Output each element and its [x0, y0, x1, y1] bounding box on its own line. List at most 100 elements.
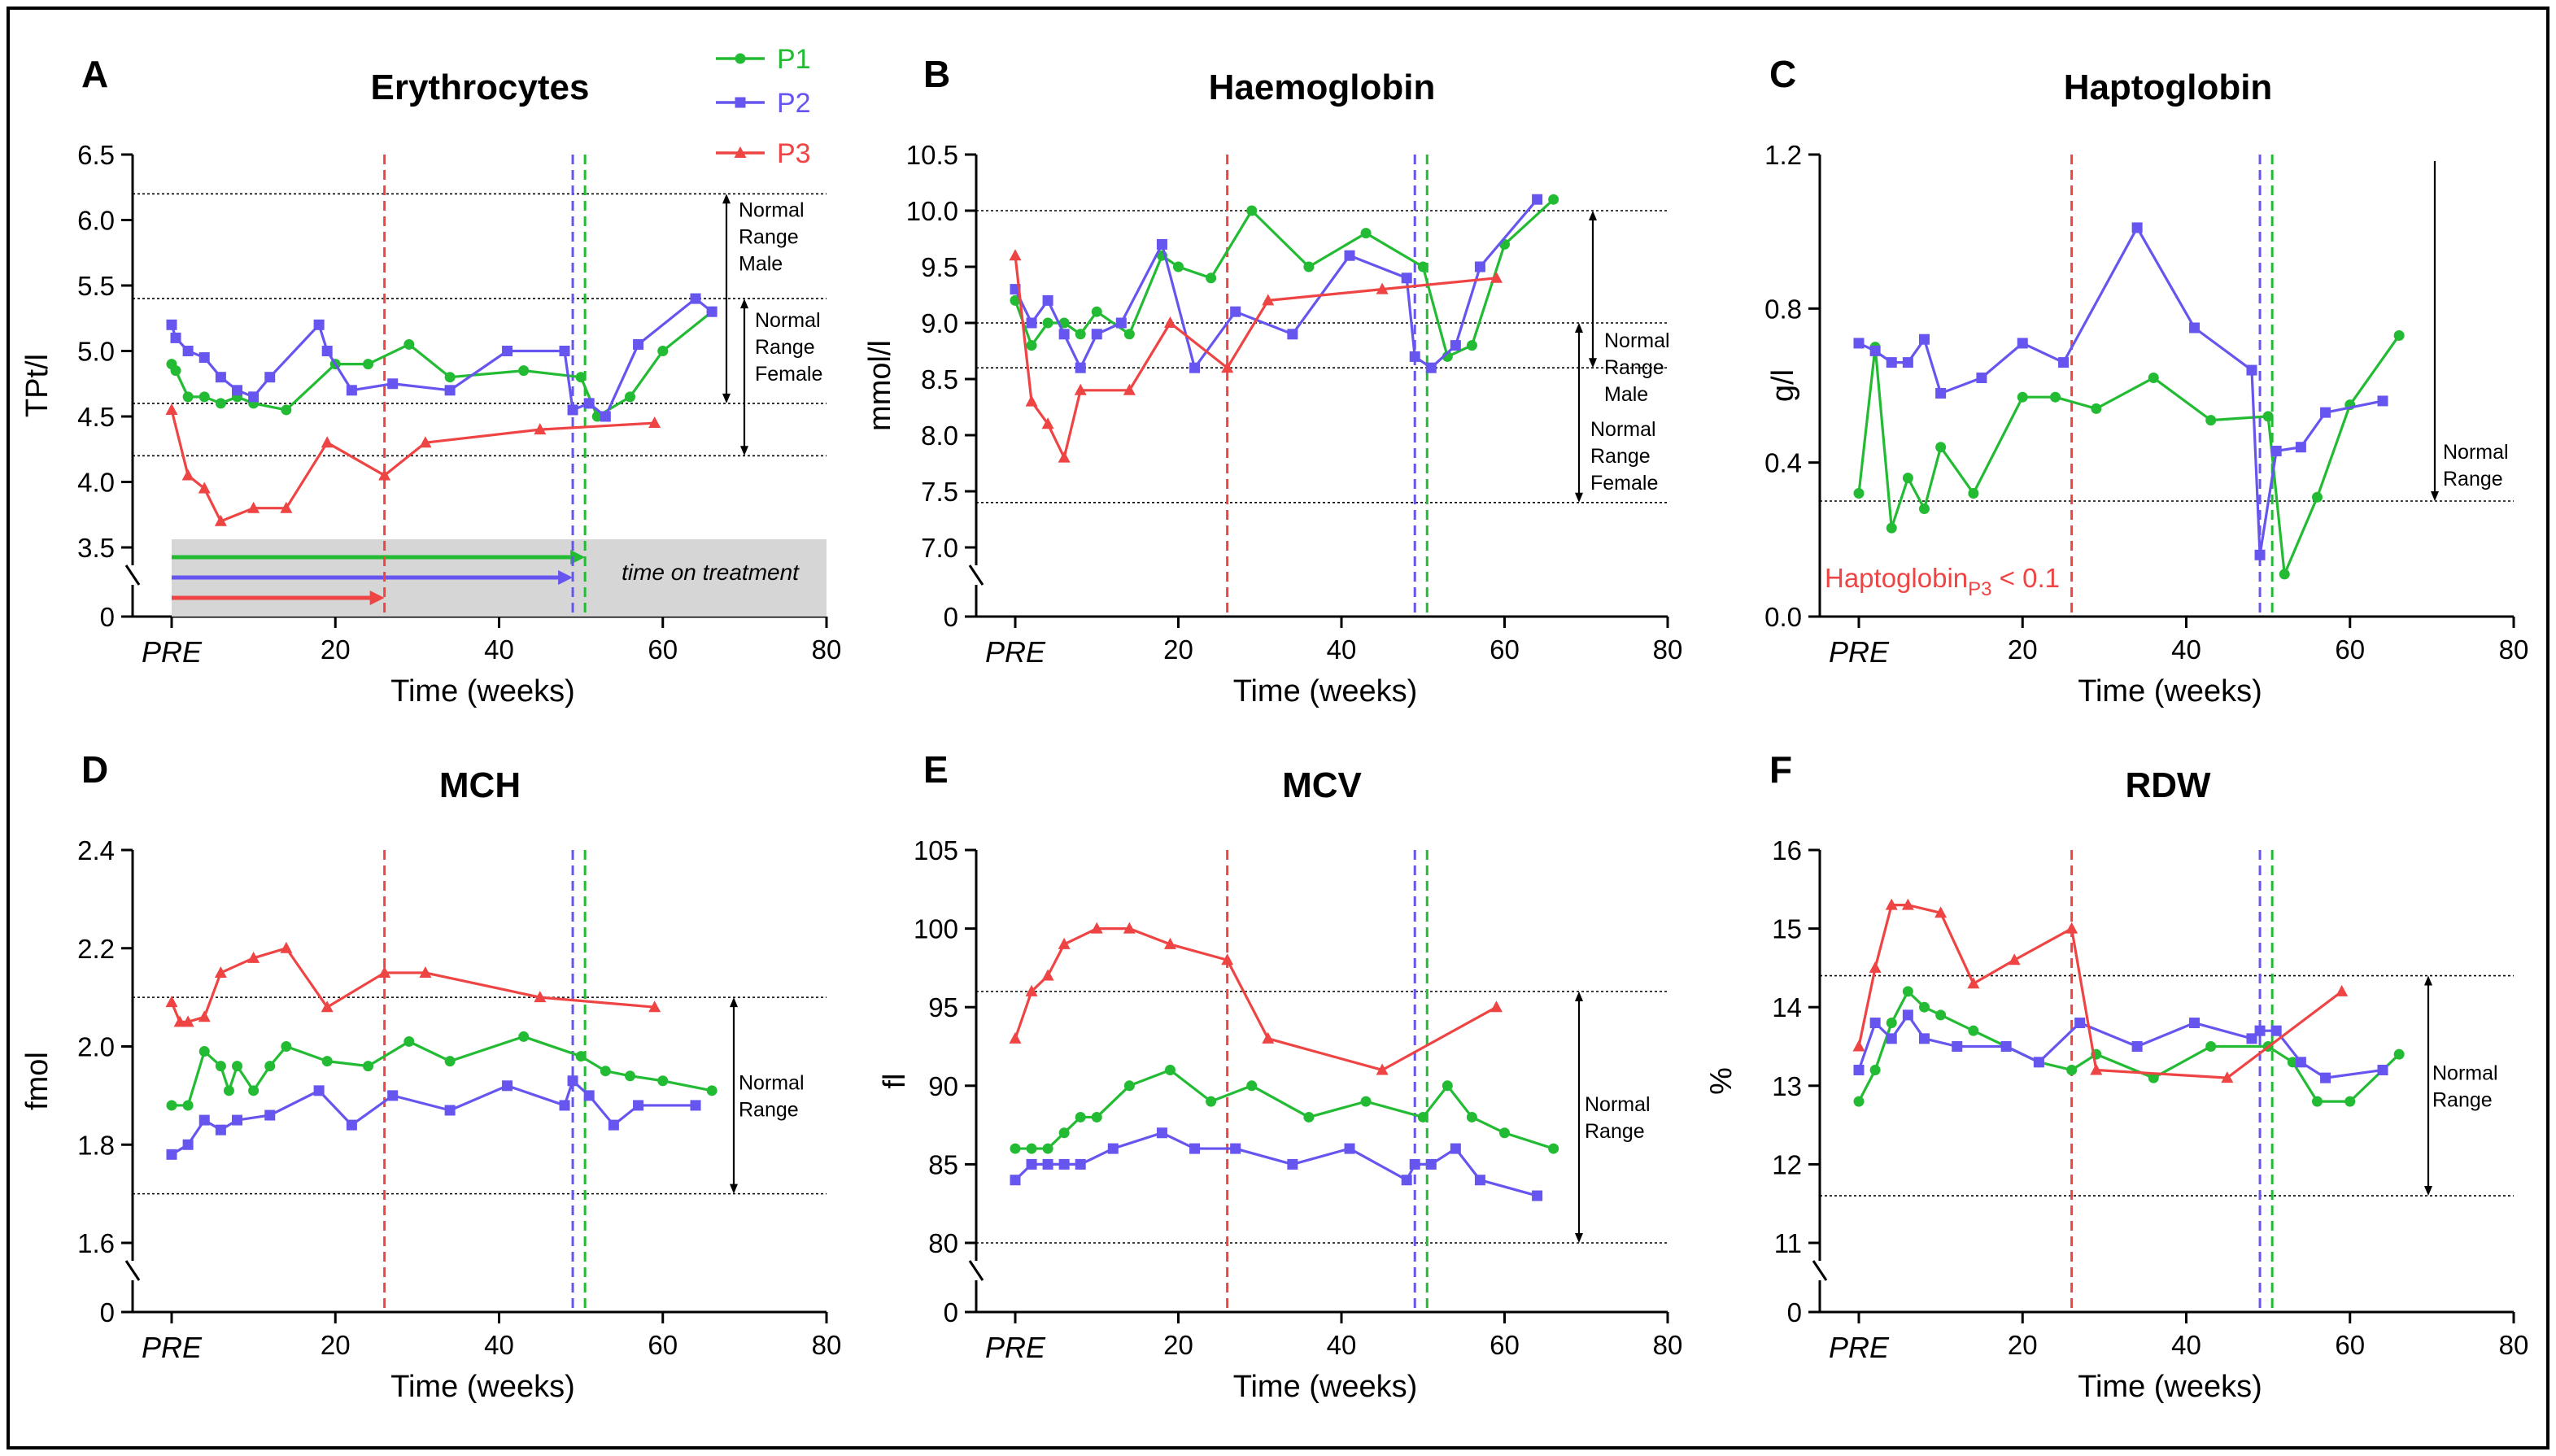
y-tick-label: 0.4 [1764, 448, 1802, 478]
data-point-p3 [419, 966, 432, 978]
data-point-p2 [1952, 1041, 1963, 1052]
y-axis-title: % [1704, 1067, 1738, 1095]
normal-range-arrowhead [722, 393, 731, 403]
data-point-p2 [1401, 1175, 1412, 1186]
x-tick-label: 80 [1653, 634, 1683, 665]
data-point-p1 [1303, 261, 1315, 272]
y-tick-label: 95 [928, 992, 958, 1022]
series-line-p1 [1857, 334, 2401, 576]
data-point-p2 [1156, 238, 1167, 250]
data-point-p2 [232, 385, 242, 396]
normal-range-arrowhead [2424, 1186, 2432, 1197]
panel-letter: A [81, 53, 108, 95]
y-tick-label: 3.5 [77, 533, 115, 563]
data-point-p2 [1115, 317, 1127, 329]
normal-range-label: Range [739, 1098, 799, 1121]
data-point-p2 [706, 306, 718, 317]
data-point-p2 [567, 1075, 578, 1087]
data-point-p3 [2336, 984, 2349, 996]
data-point-p2 [690, 293, 701, 304]
data-point-p1 [2205, 1041, 2217, 1052]
data-point-p2 [1532, 194, 1543, 205]
data-point-p1 [1010, 1143, 1021, 1154]
data-point-p2 [2189, 322, 2201, 333]
legend-label-p2: P2 [777, 88, 811, 119]
data-point-p2 [567, 404, 578, 416]
data-point-p3 [1163, 316, 1176, 328]
data-point-p2 [1042, 294, 1053, 306]
data-point-p3 [1058, 451, 1071, 463]
x-tick-label: 80 [812, 1330, 842, 1360]
normal-range-label: Normal [1585, 1093, 1651, 1116]
data-point-p3 [378, 966, 391, 978]
x-tick-label: 40 [484, 1330, 514, 1360]
data-point-p2 [690, 1100, 701, 1111]
data-point-p3 [1221, 361, 1234, 373]
data-point-p1 [1968, 1025, 1979, 1036]
x-tick-label: 80 [812, 634, 842, 665]
data-point-p1 [1935, 442, 1947, 453]
data-point-p1 [321, 1056, 333, 1067]
data-point-p1 [1466, 340, 1477, 351]
data-point-p2 [1230, 1143, 1241, 1154]
y-tick-label: 16 [1772, 835, 1802, 865]
data-point-p2 [2033, 1057, 2044, 1068]
data-point-p2 [2377, 395, 2388, 407]
y-tick-label: 5.5 [77, 271, 115, 301]
treatment-arrowhead-p2 [558, 570, 574, 585]
data-point-p1 [1442, 1080, 1453, 1092]
data-point-p2 [1058, 1158, 1070, 1170]
data-point-p3 [2065, 922, 2078, 934]
y-tick-label: 90 [928, 1071, 958, 1101]
data-point-p1 [2148, 373, 2159, 384]
y-tick-label: 11 [1774, 1228, 1802, 1258]
data-point-p2 [2131, 1041, 2143, 1052]
haptoglobin-p3-note: HaptoglobinP3 < 0.1 [1825, 563, 2060, 600]
data-point-p1 [518, 365, 530, 377]
y-tick-label: 100 [914, 914, 958, 944]
data-point-p3 [1058, 937, 1071, 949]
data-point-p1 [2279, 569, 2290, 580]
data-point-p2 [1886, 1033, 1897, 1044]
x-tick-label: 60 [2335, 634, 2365, 665]
data-point-p2 [387, 1090, 399, 1101]
note-text: Haptoglobin [1825, 563, 1968, 593]
data-point-p1 [1417, 261, 1428, 272]
panel-b: B Haemoglobin 0 7.0 7.5 8.0 8.5 9.0 9.5 10.0 10.5 P… [863, 53, 1682, 708]
data-point-p3 [198, 482, 211, 494]
y-tick-label: 2.0 [77, 1032, 115, 1062]
y-tick-label: 9.5 [921, 252, 958, 282]
data-point-p2 [1026, 1158, 1037, 1170]
data-point-p2 [1853, 338, 1865, 349]
data-point-p2 [2000, 1041, 2012, 1052]
data-point-p1 [166, 1100, 177, 1111]
x-tick-label: 40 [1327, 634, 1357, 665]
data-point-p1 [1206, 272, 1217, 284]
data-point-p2 [1189, 1143, 1201, 1154]
data-point-p1 [1548, 1143, 1559, 1154]
data-point-p1 [363, 359, 373, 370]
data-point-p2 [1091, 329, 1102, 340]
data-point-p2 [1189, 362, 1201, 373]
series-line-p3 [170, 947, 655, 1023]
normal-range-label: Normal [2432, 1061, 2498, 1084]
y-tick-label: 1.2 [1764, 140, 1802, 170]
data-point-p3 [165, 403, 178, 415]
data-point-p1 [182, 391, 194, 403]
data-point-p2 [1976, 373, 1987, 384]
data-point-p2 [1287, 1158, 1298, 1170]
data-point-p3 [1221, 953, 1234, 966]
normal-range-label: Normal [2443, 441, 2509, 464]
legend-label-p1: P1 [777, 44, 811, 75]
y-tick-label: 4.0 [77, 468, 115, 498]
x-axis-title: Time (weeks) [1233, 1370, 1418, 1404]
data-point-p1 [2091, 403, 2102, 414]
x-tick-label-pre: PRE [142, 635, 203, 669]
panel-letter: F [1769, 748, 1792, 791]
data-point-p1 [600, 1066, 611, 1077]
data-point-p2 [313, 319, 325, 330]
data-point-p1 [1246, 1080, 1258, 1092]
data-point-p1 [1886, 522, 1897, 534]
treatment-label: time on treatment [622, 560, 800, 585]
normal-range-label: Female [1590, 472, 1658, 495]
